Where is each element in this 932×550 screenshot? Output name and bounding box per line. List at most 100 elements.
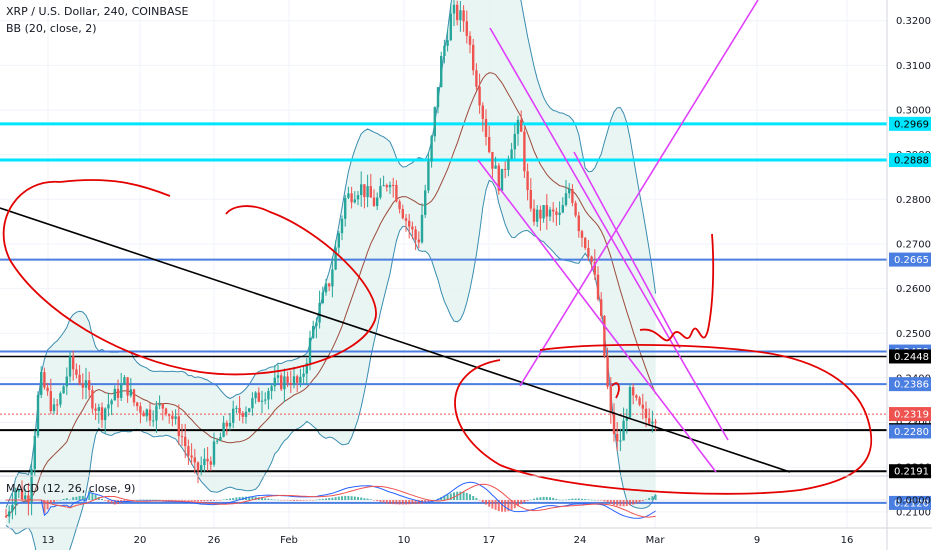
candle-body — [481, 105, 484, 119]
price-tag-label: 0.2888 — [894, 156, 929, 167]
candle-body — [110, 400, 113, 405]
candle — [494, 156, 497, 169]
macd-hist-bar — [443, 495, 446, 500]
candle — [318, 290, 321, 329]
macd-hist-bar — [427, 500, 430, 503]
candle-body — [443, 45, 446, 56]
candle-body — [280, 375, 283, 390]
red-ellipse-right — [454, 344, 873, 495]
price-tag-bg — [889, 377, 931, 392]
candle-body — [395, 184, 398, 202]
price-tick-label: 0.3100 — [896, 61, 931, 72]
candle — [52, 398, 56, 415]
candle — [417, 231, 420, 249]
candle — [392, 177, 395, 198]
price-tag-label: 0.2280 — [894, 427, 929, 438]
time-tick-label: Feb — [280, 535, 298, 546]
candle — [542, 205, 545, 223]
candle-body — [248, 408, 251, 412]
candle — [72, 350, 75, 381]
candle-body — [164, 408, 168, 414]
candle-body — [222, 422, 225, 437]
candle — [609, 376, 612, 424]
candle-body — [177, 416, 180, 437]
channel-lower — [477, 159, 717, 473]
price-tag-label: 0.2665 — [894, 255, 929, 266]
candle — [283, 368, 286, 403]
macd-hist-bar — [398, 500, 401, 505]
candle — [190, 443, 193, 465]
candle-body — [238, 407, 241, 414]
candle — [110, 398, 113, 416]
macd-hist-bar — [43, 500, 46, 514]
candle-body — [321, 292, 324, 303]
candle — [376, 192, 379, 210]
candle-body — [372, 197, 376, 206]
red-ellipse-left — [2, 181, 377, 376]
candle — [478, 73, 481, 114]
candle — [369, 173, 372, 198]
macd-hist-bar — [350, 496, 353, 500]
candle-body — [536, 209, 539, 222]
macd-hist-bar — [337, 496, 340, 500]
macd-hist-bar — [104, 500, 107, 501]
candle — [97, 403, 100, 424]
macd-hist-bar — [629, 500, 631, 506]
macd-hist-bar — [635, 500, 638, 504]
candle — [347, 186, 350, 200]
candle — [270, 383, 273, 400]
candle-body — [635, 395, 638, 398]
macd-hist-bar — [385, 500, 388, 504]
time-tick-label: 20 — [134, 535, 147, 546]
price-tick-label: 0.2500 — [896, 329, 931, 340]
macd-legend: MACD (12, 26, close, 9) — [6, 482, 136, 495]
time-tick-label: 16 — [841, 535, 854, 546]
macd-hist-bar — [408, 500, 411, 505]
candle-body — [299, 376, 302, 383]
price-tag: 0.2888 — [889, 153, 931, 168]
candle-body — [520, 119, 523, 132]
candle — [334, 240, 337, 271]
macd-hist-bar — [654, 494, 657, 500]
macd-hist-bar — [273, 499, 276, 501]
macd-hist-bar — [501, 500, 503, 512]
macd-hist-bar — [475, 497, 478, 500]
candle-body — [632, 387, 635, 396]
macd-hist-bar — [238, 497, 241, 500]
price-tag: 0.2448 — [889, 349, 931, 364]
macd-hist-bar — [328, 498, 331, 500]
macd-hist-bar — [593, 499, 596, 501]
macd-hist-bar — [75, 496, 78, 500]
candle-body — [478, 86, 481, 106]
macd-hist-bar — [158, 499, 161, 501]
macd-hist-bar — [523, 500, 526, 503]
candle-body — [228, 422, 232, 427]
macd-hist-bar — [465, 492, 468, 500]
macd-hist-bar — [389, 500, 391, 505]
price-tag-label: 0.2969 — [894, 119, 929, 130]
candle — [20, 480, 24, 502]
candle-body — [27, 495, 30, 503]
candle-body — [65, 376, 68, 387]
candle-body — [398, 201, 401, 210]
macd-hist-bar — [638, 500, 641, 503]
candle — [219, 432, 222, 441]
candle — [622, 407, 625, 441]
macd-hist-bar — [53, 500, 55, 503]
price-tag-bg — [889, 464, 931, 479]
candle — [78, 364, 81, 386]
candle — [584, 236, 587, 251]
macd-hist-bar — [424, 500, 427, 503]
candle-body — [232, 408, 235, 423]
time-tick-label: 13 — [42, 535, 55, 546]
macd-hist-bar — [181, 500, 183, 501]
macd-hist-bar — [229, 498, 231, 500]
candle — [532, 199, 536, 226]
candle-body — [94, 408, 97, 411]
candle-body — [404, 218, 408, 221]
candle-body — [33, 435, 36, 470]
macd-hist-bar — [545, 496, 548, 500]
macd-hist-bar — [277, 499, 279, 501]
macd-hist-bar — [632, 500, 635, 505]
